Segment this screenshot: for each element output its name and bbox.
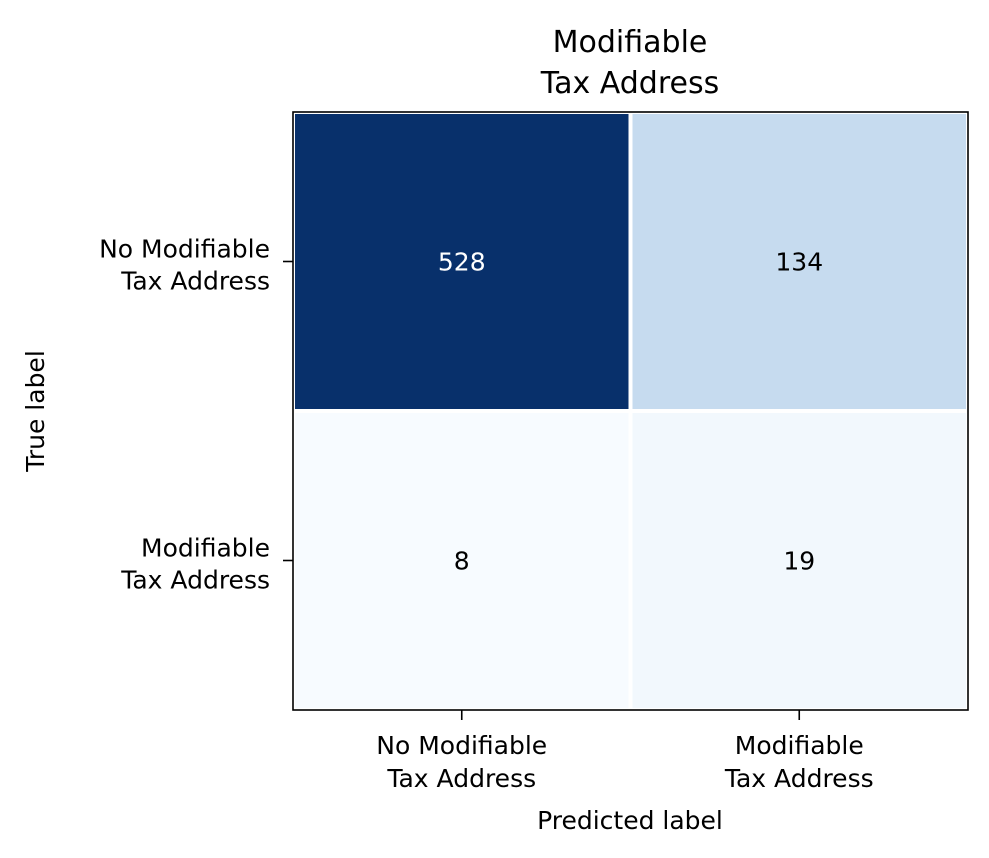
cell-value-r0-c0: 528 — [438, 248, 486, 277]
heatmap-cells — [291, 110, 970, 712]
cell-value-r0-c1: 134 — [775, 248, 823, 277]
y-tick-label-1-line-1: Tax Address — [120, 566, 270, 595]
x-axis-ticks: No Modifiable Tax Address Modifiable Tax Ad… — [376, 710, 874, 793]
heatmap-cell-r1-c1 — [628, 409, 970, 712]
x-tick-label-1-line-0: Modifiable — [735, 731, 864, 760]
plot-frame — [292, 111, 969, 711]
heatmap-cell-r1-c0 — [291, 409, 633, 712]
y-tick-label-0-line-0: No Modifiable — [99, 235, 270, 264]
chart-title-line-2: Tax Address — [540, 66, 720, 101]
heatmap-cell-labels: 528 134 8 19 — [438, 248, 823, 576]
x-axis-label: Predicted label — [537, 806, 723, 835]
y-axis-label: True label — [21, 350, 50, 473]
heatmap-cell-r0-c0 — [291, 110, 633, 413]
x-tick-label-0-line-0: No Modifiable — [376, 731, 547, 760]
y-axis-ticks: No Modifiable Tax Address Modifiable Tax Ad… — [99, 235, 293, 595]
chart-title-line-1: Modifiable — [553, 25, 708, 60]
heatmap-cell-r0-c1 — [628, 110, 970, 413]
x-tick-label-0-line-1: Tax Address — [386, 764, 536, 793]
chart-title: Modifiable Tax Address — [540, 25, 720, 101]
cell-value-r1-c0: 8 — [454, 547, 470, 576]
y-tick-label-0-line-1: Tax Address — [120, 267, 270, 296]
x-tick-label-1-line-1: Tax Address — [724, 764, 874, 793]
y-tick-label-1-line-0: Modifiable — [141, 534, 270, 563]
cell-value-r1-c1: 19 — [783, 547, 815, 576]
